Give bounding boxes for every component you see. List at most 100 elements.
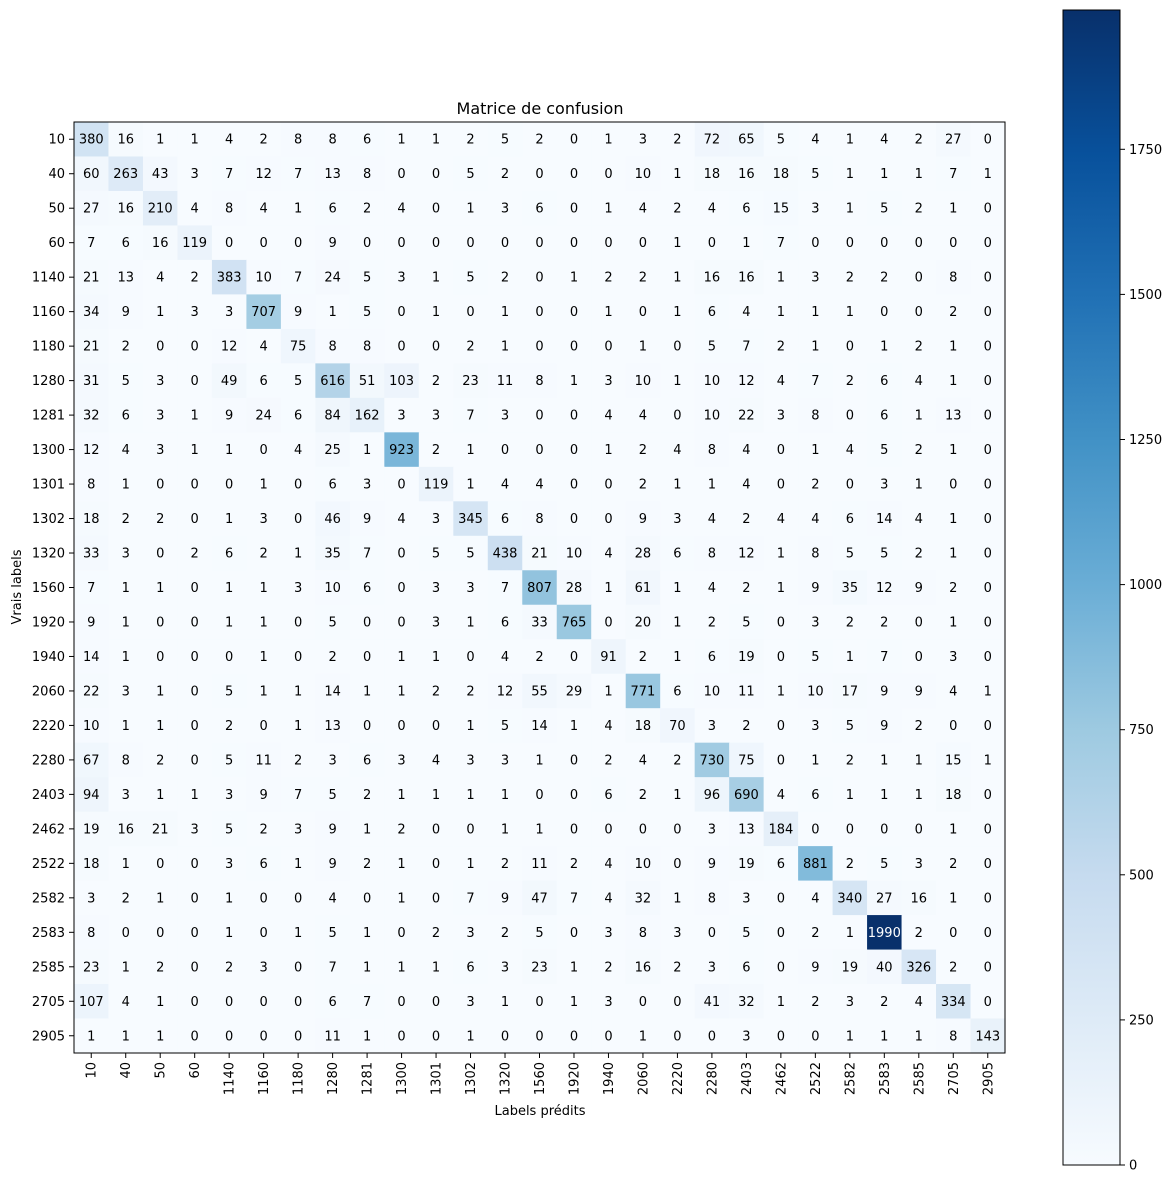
- heatmap-cell: [349, 156, 385, 192]
- heatmap-cell: [556, 949, 592, 985]
- heatmap-cell: [763, 570, 799, 606]
- cell-value-label: 0: [156, 857, 164, 872]
- heatmap-cell: [246, 259, 282, 296]
- heatmap-cell: [694, 432, 730, 468]
- heatmap-cell: [591, 846, 627, 882]
- cell-value-label: 0: [432, 719, 440, 734]
- heatmap-cell: [142, 570, 179, 606]
- cell-value-label: 7: [949, 167, 957, 182]
- cell-value-label: 7: [501, 581, 509, 596]
- cell-value-label: 25: [324, 443, 341, 458]
- heatmap-cell: [384, 811, 420, 847]
- cell-value-label: 707: [251, 305, 276, 320]
- heatmap-cell: [591, 122, 627, 158]
- cell-value-label: 5: [122, 374, 130, 389]
- cell-value-label: 1: [432, 650, 440, 665]
- colorbar-tick-label: 1000: [1129, 578, 1162, 593]
- heatmap-cell: [901, 949, 937, 985]
- heatmap-cell: [142, 673, 179, 709]
- heatmap-cell: [522, 915, 558, 951]
- cell-value-label: 6: [328, 478, 336, 493]
- x-tick-label: 1160: [257, 1062, 272, 1095]
- heatmap-cell: [384, 846, 420, 882]
- heatmap-cell: [901, 122, 937, 158]
- heatmap-cell: [729, 501, 765, 537]
- y-tick-label: 1180: [32, 340, 65, 355]
- heatmap-cell: [315, 225, 351, 261]
- heatmap-cell: [556, 673, 592, 709]
- heatmap-cell: [74, 742, 110, 778]
- heatmap-cell: [660, 570, 696, 606]
- chart-title: Matrice de confusion: [457, 99, 624, 118]
- cell-value-label: 1: [397, 133, 405, 148]
- heatmap-cell: [660, 604, 696, 640]
- heatmap-cell: [280, 1018, 316, 1054]
- cell-value-label: 16: [911, 891, 928, 906]
- heatmap-cell: [798, 466, 834, 502]
- cell-value-label: 0: [984, 891, 992, 906]
- cell-value-label: 3: [397, 409, 405, 424]
- cell-value-label: 3: [777, 409, 785, 424]
- heatmap-cell: [453, 949, 489, 985]
- cell-value-label: 8: [225, 202, 233, 217]
- heatmap-cell: [74, 190, 110, 227]
- heatmap-cell: [763, 466, 799, 502]
- cell-value-label: 6: [328, 202, 336, 217]
- cell-value-label: 2: [432, 374, 440, 389]
- heatmap-cell: [763, 811, 799, 847]
- heatmap-cell: [108, 673, 144, 709]
- cell-value-label: 5: [363, 271, 371, 286]
- heatmap-cell: [660, 535, 696, 571]
- heatmap-cell: [832, 880, 868, 916]
- cell-value-label: 1: [466, 443, 474, 458]
- cell-value-label: 0: [949, 478, 957, 493]
- x-tick-label: 1300: [395, 1062, 410, 1095]
- y-tick-label: 2582: [32, 891, 65, 906]
- heatmap-cell: [763, 708, 799, 744]
- heatmap-cell: [936, 501, 972, 537]
- cell-value-label: 24: [255, 409, 272, 424]
- cell-value-label: 0: [673, 995, 681, 1010]
- cell-value-label: 0: [260, 891, 268, 906]
- cell-value-label: 2: [949, 960, 957, 975]
- cell-value-label: 0: [708, 926, 716, 941]
- cell-value-label: 3: [156, 409, 164, 424]
- heatmap-cell: [418, 535, 454, 571]
- x-tick-label: 2585: [912, 1062, 927, 1095]
- cell-value-label: 0: [984, 443, 992, 458]
- cell-value-label: 10: [566, 547, 583, 562]
- cell-value-label: 5: [880, 857, 888, 872]
- cell-value-label: 5: [225, 822, 233, 837]
- cell-value-label: 2: [639, 271, 647, 286]
- cell-value-label: 4: [708, 202, 716, 217]
- cell-value-label: 40: [876, 960, 893, 975]
- cell-value-label: 6: [122, 409, 130, 424]
- heatmap-cell: [591, 190, 627, 227]
- cell-value-label: 0: [432, 995, 440, 1010]
- heatmap-cell: [211, 156, 248, 192]
- cell-value-label: 8: [708, 547, 716, 562]
- heatmap-cell: [556, 604, 592, 640]
- cell-value-label: 1: [777, 305, 785, 320]
- cell-value-label: 1: [949, 202, 957, 217]
- heatmap-cell: [901, 501, 937, 537]
- cell-value-label: 2: [639, 788, 647, 803]
- cell-value-label: 1: [397, 891, 405, 906]
- cell-value-label: 17: [842, 684, 859, 699]
- heatmap-cell: [315, 570, 351, 606]
- cell-value-label: 1: [432, 133, 440, 148]
- cell-value-label: 0: [984, 512, 992, 527]
- heatmap-cell: [798, 708, 834, 744]
- heatmap-cell: [729, 915, 765, 951]
- cell-value-label: 1: [260, 684, 268, 699]
- heatmap-cell: [591, 156, 627, 192]
- cell-value-label: 43: [152, 167, 169, 182]
- heatmap-cell: [522, 156, 558, 192]
- heatmap-cell: [522, 225, 558, 261]
- cell-value-label: 2: [811, 926, 819, 941]
- cell-value-label: 0: [949, 236, 957, 251]
- cell-value-label: 162: [355, 409, 380, 424]
- heatmap-cell: [556, 570, 592, 606]
- heatmap-cell: [280, 190, 316, 227]
- heatmap-cell: [660, 639, 696, 675]
